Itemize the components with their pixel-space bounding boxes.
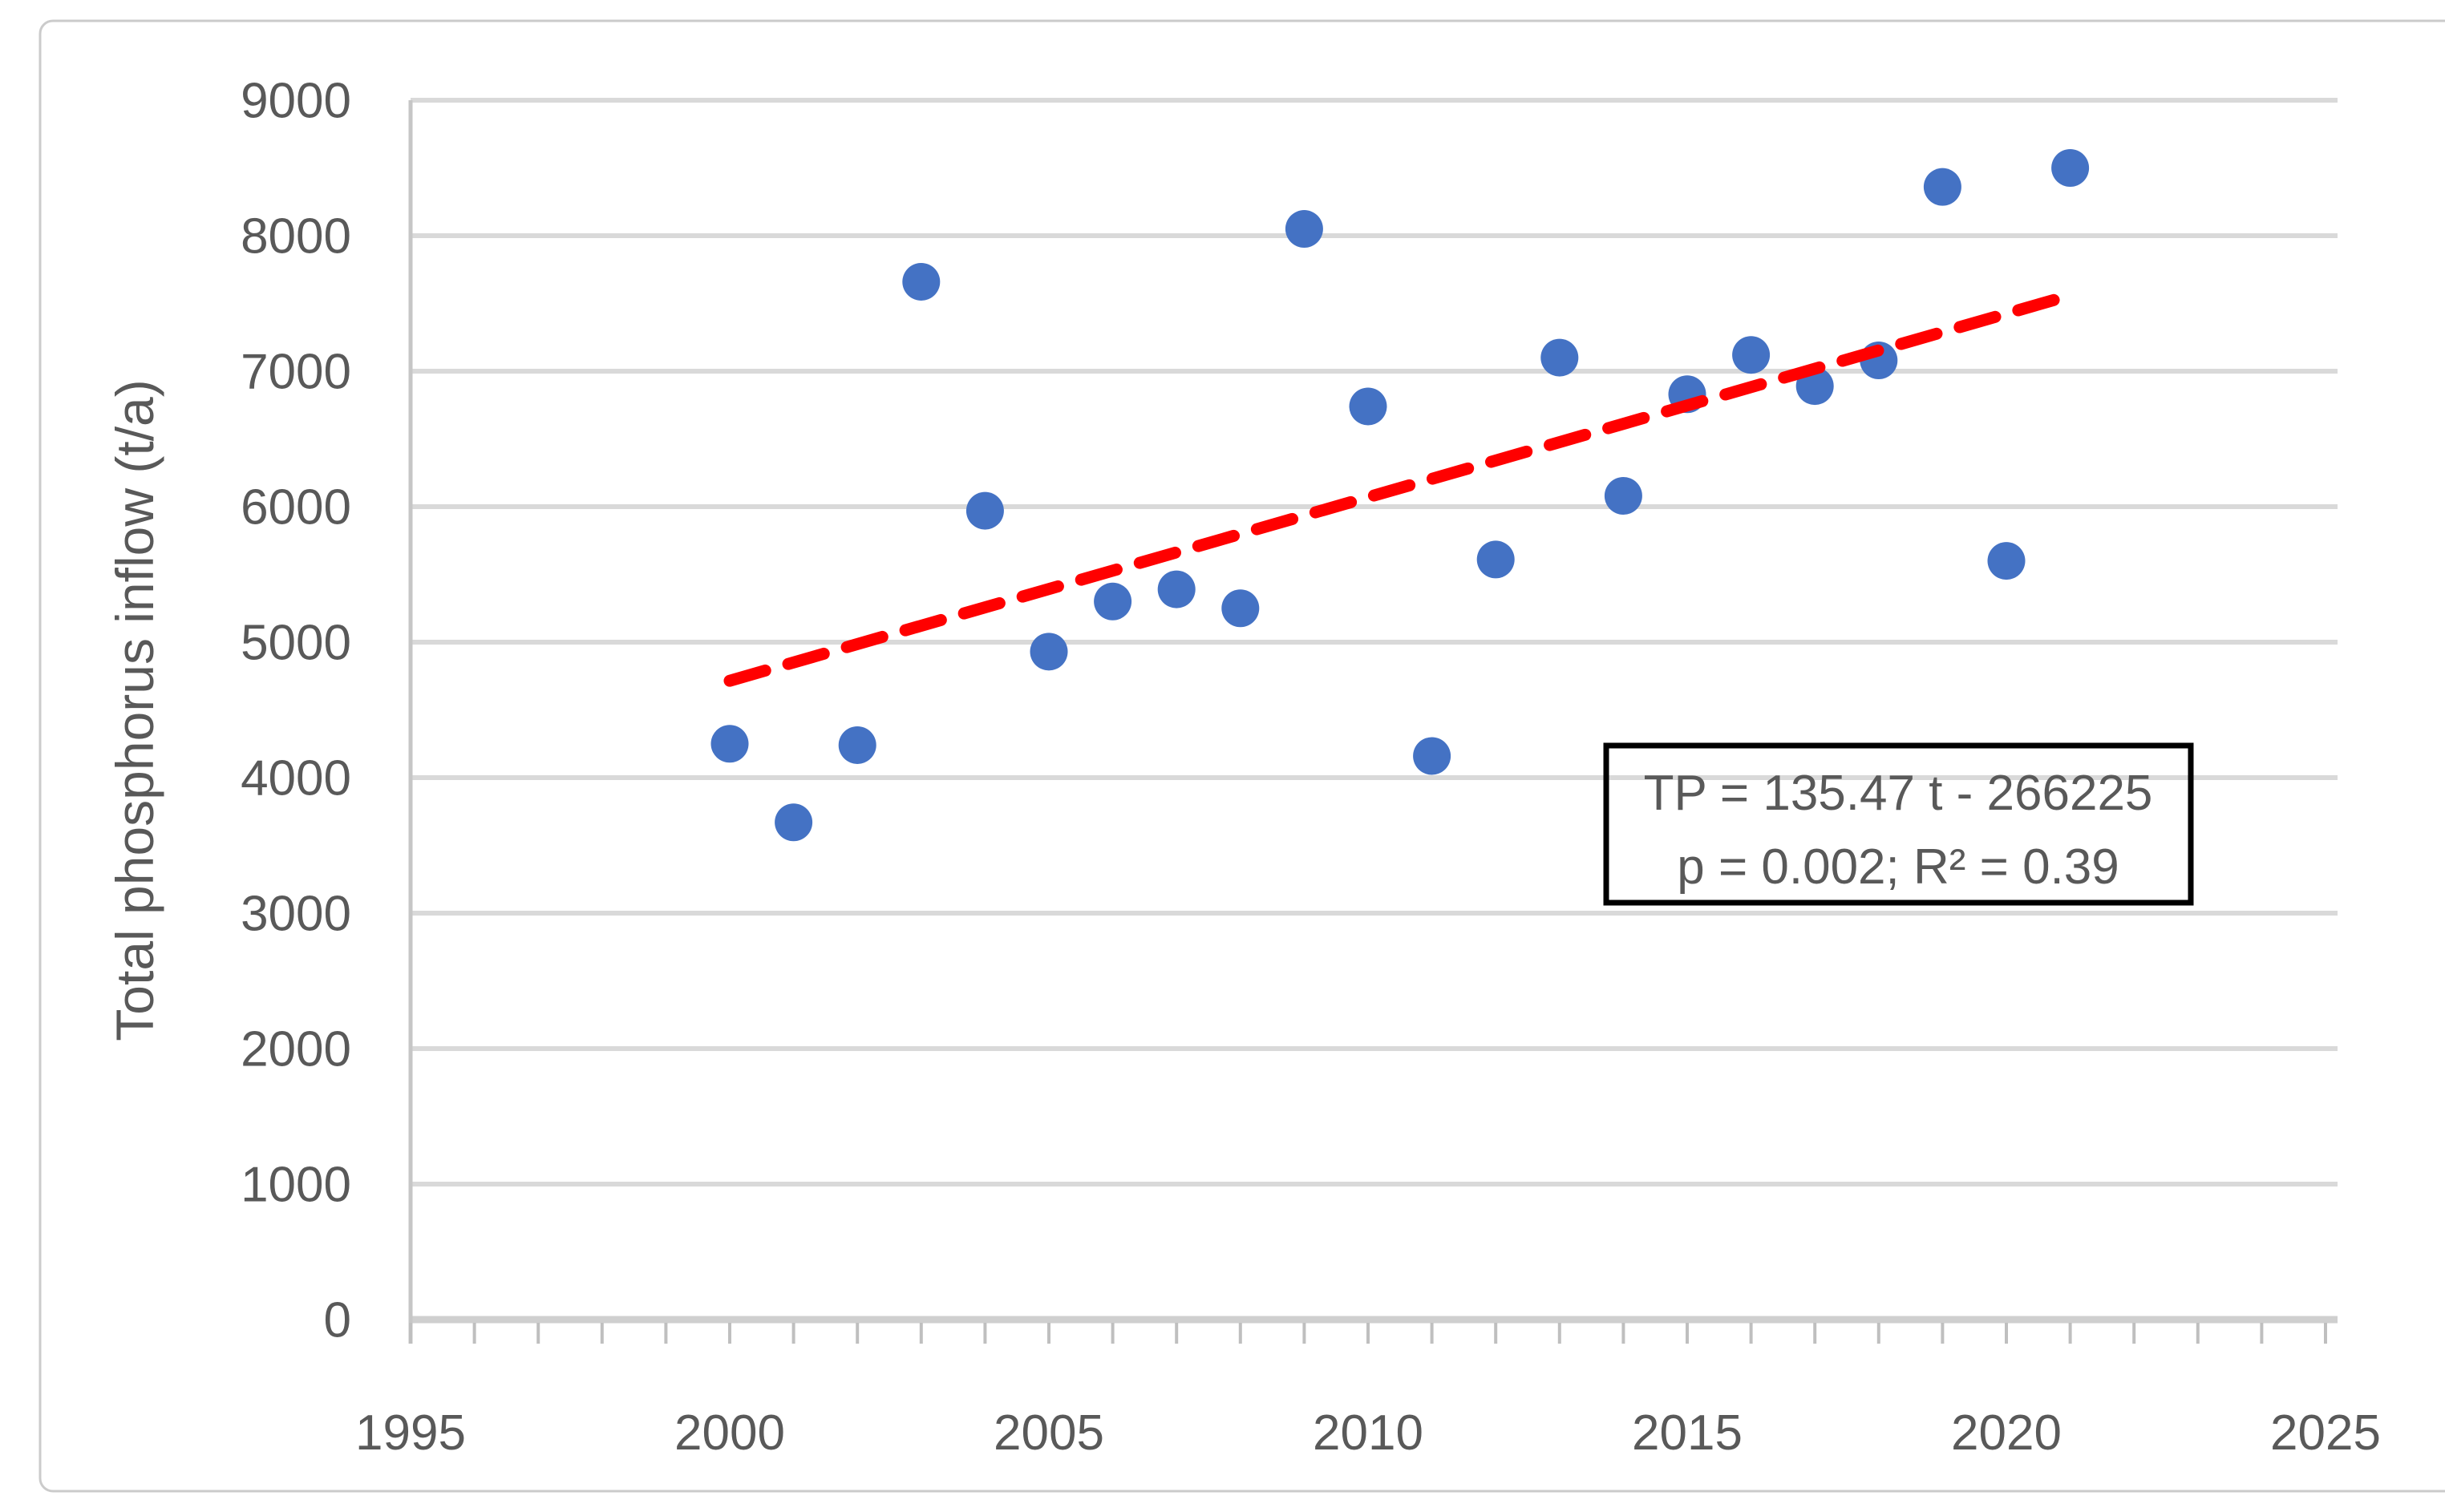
trend-line [723, 287, 2083, 687]
data-point-2014 [1604, 476, 1642, 515]
scatter-plot: 0 1000 2000 3000 4000 5000 6000 7000 8000 9000 19… [38, 19, 2445, 1493]
scatter-chart-figure: 0 1000 2000 3000 4000 5000 6000 7000 8000 9000 19… [32, 13, 2445, 1499]
x-tick-label-1995: 1995 [355, 1405, 466, 1461]
equation-line-1: TP = 135.47 t - 266225 [1644, 766, 2153, 821]
y-tick-label-2000: 2000 [241, 1022, 351, 1077]
x-axis-ticks [409, 1323, 2327, 1344]
y-tick-label-1000: 1000 [241, 1158, 351, 1213]
equation-box: TP = 135.47 t - 266225 p = 0.002; R² = 0… [1603, 742, 2194, 906]
y-tick-label-8000: 8000 [241, 209, 351, 265]
data-point-2021 [2051, 149, 2090, 187]
chart-outer-border [38, 19, 2445, 1493]
x-tick-label-2000: 2000 [674, 1405, 785, 1461]
data-point-2011 [1413, 737, 1451, 775]
y-tick-label-4000: 4000 [241, 751, 351, 807]
data-point-2013 [1540, 338, 1579, 377]
data-point-2020 [1987, 542, 2026, 580]
x-tick-label-2005: 2005 [994, 1405, 1104, 1461]
y-axis-tick-labels: 0 1000 2000 3000 4000 5000 6000 7000 8000 9000 [241, 74, 351, 1348]
y-tick-label-0: 0 [324, 1293, 351, 1348]
x-axis-tick-labels: 1995 2000 2005 2010 2015 2020 2025 [355, 1405, 2381, 1461]
y-tick-label-6000: 6000 [241, 480, 351, 536]
axis-lines [408, 100, 2338, 1344]
data-point-2007 [1157, 570, 1196, 608]
y-tick-label-5000: 5000 [241, 616, 351, 671]
data-point-2016 [1732, 336, 1771, 374]
x-tick-label-2010: 2010 [1313, 1405, 1423, 1461]
gridlines [411, 98, 2338, 1187]
x-tick-label-2015: 2015 [1632, 1405, 1743, 1461]
data-point-2019 [1923, 168, 1961, 206]
y-tick-label-7000: 7000 [241, 345, 351, 400]
data-point-2012 [1476, 540, 1515, 579]
data-point-2000 [710, 725, 749, 763]
equation-line-2: p = 0.002; R² = 0.39 [1677, 839, 2119, 895]
data-point-2010 [1349, 387, 1387, 426]
x-tick-label-2020: 2020 [1951, 1405, 2062, 1461]
y-axis-title: Total phosphorus inflow (t/a) [105, 379, 164, 1041]
equation-box-border [1603, 742, 2194, 906]
trend-line-group [723, 287, 2083, 687]
y-tick-label-3000: 3000 [241, 887, 351, 942]
x-tick-label-2025: 2025 [2270, 1405, 2381, 1461]
data-point-2002 [838, 726, 876, 764]
data-points [710, 149, 2090, 842]
data-point-2003 [902, 262, 941, 301]
data-point-2001 [775, 803, 813, 842]
y-tick-label-9000: 9000 [241, 74, 351, 129]
data-point-2008 [1221, 589, 1260, 628]
data-point-2009 [1285, 210, 1323, 249]
data-point-2005 [1030, 633, 1068, 671]
data-point-2006 [1094, 582, 1132, 621]
data-point-2004 [965, 491, 1004, 530]
